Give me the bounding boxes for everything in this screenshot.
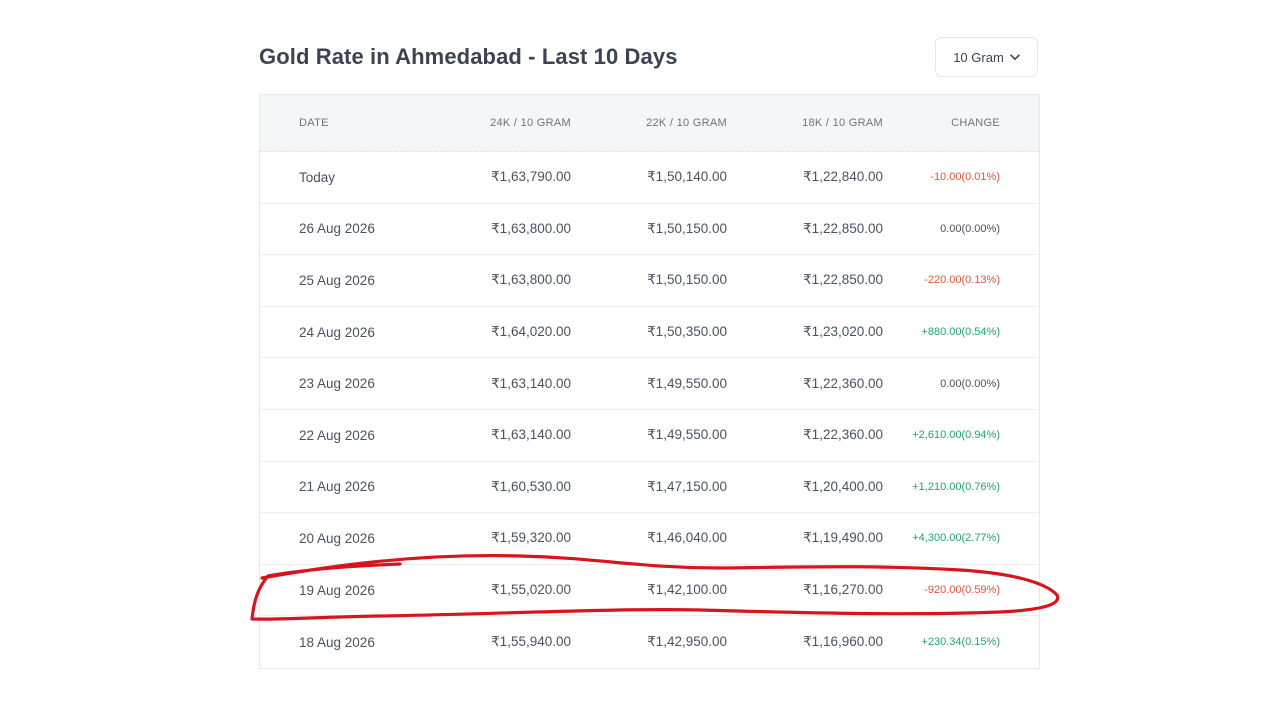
cell-24k: ₹1,63,140.00 bbox=[491, 375, 571, 391]
cell-22k: ₹1,50,150.00 bbox=[647, 220, 727, 236]
cell-date: 24 Aug 2026 bbox=[299, 324, 375, 340]
unit-dropdown[interactable]: 10 Gram bbox=[935, 37, 1038, 77]
cell-18k: ₹1,23,020.00 bbox=[803, 324, 883, 340]
cell-22k: ₹1,50,350.00 bbox=[647, 324, 727, 340]
cell-18k: ₹1,22,850.00 bbox=[803, 220, 883, 236]
cell-18k: ₹1,22,360.00 bbox=[803, 375, 883, 391]
cell-change: -10.00(0.01%) bbox=[930, 171, 1000, 184]
cell-date: 18 Aug 2026 bbox=[299, 634, 375, 650]
cell-22k: ₹1,42,100.00 bbox=[647, 582, 727, 598]
cell-date: 23 Aug 2026 bbox=[299, 376, 375, 392]
gold-rate-table: DATE 24K / 10 GRAM 22K / 10 GRAM 18K / 1… bbox=[259, 94, 1040, 669]
table-row: 20 Aug 2026 ₹1,59,320.00 ₹1,46,040.00 ₹1… bbox=[260, 513, 1039, 565]
cell-18k: ₹1,20,400.00 bbox=[803, 478, 883, 494]
table-row: 23 Aug 2026 ₹1,63,140.00 ₹1,49,550.00 ₹1… bbox=[260, 358, 1039, 410]
cell-change: -220.00(0.13%) bbox=[924, 274, 1000, 287]
cell-22k: ₹1,50,150.00 bbox=[647, 272, 727, 288]
table-row-highlighted: 19 Aug 2026 ₹1,55,020.00 ₹1,42,100.00 ₹1… bbox=[260, 564, 1039, 617]
header-18k: 18K / 10 GRAM bbox=[802, 117, 883, 129]
cell-22k: ₹1,46,040.00 bbox=[647, 530, 727, 546]
cell-24k: ₹1,55,940.00 bbox=[491, 634, 571, 650]
cell-18k: ₹1,19,490.00 bbox=[803, 530, 883, 546]
header-date: DATE bbox=[299, 117, 329, 129]
table-row: 26 Aug 2026 ₹1,63,800.00 ₹1,50,150.00 ₹1… bbox=[260, 203, 1039, 256]
cell-24k: ₹1,63,800.00 bbox=[491, 272, 571, 288]
cell-date: 25 Aug 2026 bbox=[299, 272, 375, 288]
cell-change: +4,300.00(2.77%) bbox=[912, 532, 1000, 545]
cell-22k: ₹1,50,140.00 bbox=[647, 169, 727, 185]
cell-date: 21 Aug 2026 bbox=[299, 479, 375, 495]
unit-dropdown-label: 10 Gram bbox=[953, 49, 1004, 65]
cell-24k: ₹1,64,020.00 bbox=[491, 324, 571, 340]
table-header: DATE 24K / 10 GRAM 22K / 10 GRAM 18K / 1… bbox=[260, 95, 1039, 152]
cell-22k: ₹1,42,950.00 bbox=[647, 634, 727, 650]
cell-18k: ₹1,16,270.00 bbox=[803, 582, 883, 598]
table-row: Today ₹1,63,790.00 ₹1,50,140.00 ₹1,22,84… bbox=[260, 152, 1039, 204]
cell-change: 0.00(0.00%) bbox=[940, 222, 1000, 235]
cell-change: +880.00(0.54%) bbox=[921, 326, 1000, 339]
cell-18k: ₹1,16,960.00 bbox=[803, 634, 883, 650]
chevron-down-icon bbox=[1009, 53, 1020, 61]
table-row: 24 Aug 2026 ₹1,64,020.00 ₹1,50,350.00 ₹1… bbox=[260, 306, 1039, 359]
header-22k: 22K / 10 GRAM bbox=[646, 117, 727, 129]
cell-24k: ₹1,63,800.00 bbox=[491, 220, 571, 236]
page-title: Gold Rate in Ahmedabad - Last 10 Days bbox=[259, 44, 678, 69]
cell-date: 22 Aug 2026 bbox=[299, 427, 375, 443]
header-change: CHANGE bbox=[951, 117, 1000, 129]
cell-date: 26 Aug 2026 bbox=[299, 221, 375, 237]
cell-date: Today bbox=[299, 169, 336, 185]
cell-18k: ₹1,22,840.00 bbox=[803, 169, 883, 185]
cell-22k: ₹1,47,150.00 bbox=[647, 478, 727, 494]
header-24k: 24K / 10 GRAM bbox=[490, 117, 571, 129]
cell-change: -920.00(0.59%) bbox=[924, 584, 1000, 597]
cell-24k: ₹1,59,320.00 bbox=[491, 530, 571, 546]
cell-18k: ₹1,22,850.00 bbox=[803, 272, 883, 288]
table-row: 18 Aug 2026 ₹1,55,940.00 ₹1,42,950.00 ₹1… bbox=[260, 616, 1039, 668]
cell-18k: ₹1,22,360.00 bbox=[803, 427, 883, 443]
table-row: 21 Aug 2026 ₹1,60,530.00 ₹1,47,150.00 ₹1… bbox=[260, 461, 1039, 514]
cell-24k: ₹1,60,530.00 bbox=[491, 478, 571, 494]
cell-change: +230.34(0.15%) bbox=[921, 636, 1000, 649]
cell-change: +1,210.00(0.76%) bbox=[912, 480, 1000, 493]
table-row: 22 Aug 2026 ₹1,63,140.00 ₹1,49,550.00 ₹1… bbox=[260, 409, 1039, 462]
cell-24k: ₹1,63,140.00 bbox=[491, 427, 571, 443]
cell-24k: ₹1,63,790.00 bbox=[491, 169, 571, 185]
cell-date: 20 Aug 2026 bbox=[299, 530, 375, 546]
cell-change: +2,610.00(0.94%) bbox=[912, 429, 1000, 442]
cell-date: 19 Aug 2026 bbox=[299, 582, 375, 598]
table-row: 25 Aug 2026 ₹1,63,800.00 ₹1,50,150.00 ₹1… bbox=[260, 255, 1039, 307]
cell-change: 0.00(0.00%) bbox=[940, 377, 1000, 390]
cell-24k: ₹1,55,020.00 bbox=[491, 582, 571, 598]
cell-22k: ₹1,49,550.00 bbox=[647, 375, 727, 391]
cell-22k: ₹1,49,550.00 bbox=[647, 427, 727, 443]
